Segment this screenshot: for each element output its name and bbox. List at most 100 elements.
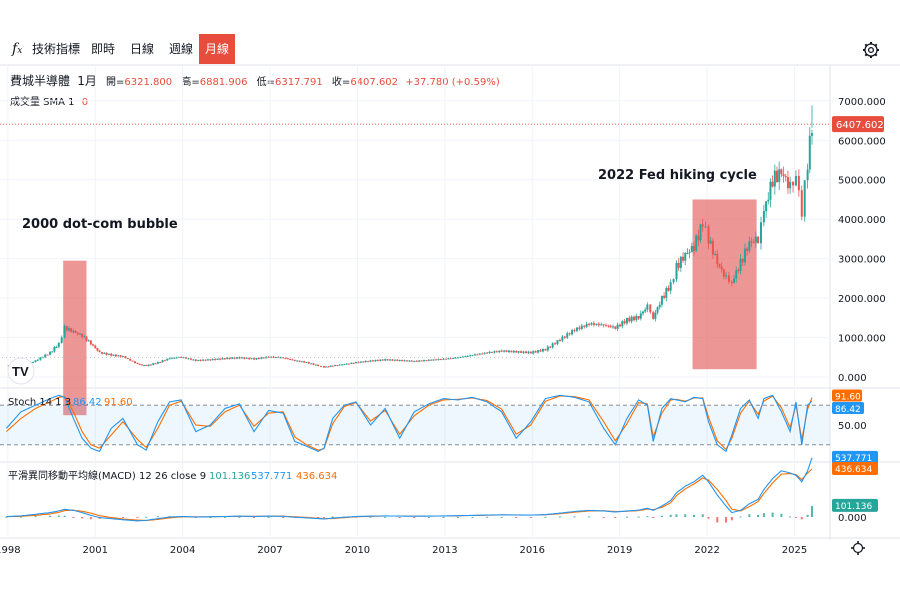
symbol-name: 費城半導體 [10,74,71,88]
candle-body [364,360,367,363]
candle-body [338,364,341,366]
hist-tag-label: 101.136 [835,502,872,512]
candle-body [588,323,591,325]
fx-icon[interactable]: fx [12,41,23,57]
volume-value: 0 [81,97,89,108]
candle-body [667,288,670,291]
high-value: 6881.906 [199,77,248,88]
candle-body [270,356,273,358]
candle-body [794,175,797,186]
candle-body [293,359,296,361]
candle-body [641,311,644,314]
macd-hist-bar [398,517,401,518]
macd-hist-bar [692,514,695,517]
candle-body [639,313,642,319]
macd-hist-bar [800,517,803,520]
candle-body [704,226,707,228]
x-tick-label: 2004 [170,545,195,556]
tab-realtime[interactable]: 即時 [91,42,116,56]
candle-body [279,357,282,359]
candle-body [149,364,152,366]
candle-body [735,270,738,279]
candle-body [493,351,496,353]
stoch-pane [0,394,830,453]
candle-body [355,362,357,364]
macd-hist-bar [725,517,728,523]
candle-body [173,357,176,359]
candle-body [780,169,783,175]
tab-monthly[interactable]: 月線 [199,34,236,64]
candle-body [803,180,806,217]
candle-body [329,365,332,367]
stoch-d-tag-label: 91.60 [835,393,861,403]
macd-hist-bar [89,517,92,520]
macd-hist-bar [34,515,37,517]
candle-body [614,326,617,329]
candle-body [442,358,445,360]
close-value: 6407.602 [350,77,399,88]
candle-body [209,359,212,361]
candle-body [546,346,549,351]
candle-body [49,351,52,355]
candle-body [85,336,88,341]
tab-daily[interactable]: 日線 [130,42,155,56]
indicators-button[interactable]: 技術指標 [32,42,81,56]
candle-body [422,360,425,362]
macd-hist-bar [209,517,212,518]
price-tick-label: 5000.000 [838,176,886,187]
candle-body [522,351,525,353]
macd-hist-bar [223,516,226,518]
candle-body [126,358,129,360]
stoch-k-tag [832,401,864,414]
candle-body [219,358,222,360]
candle-body [654,312,657,319]
macd-hist-bar [121,517,124,518]
candle-body [211,358,214,361]
tab-weekly[interactable]: 週線 [169,42,194,56]
macd-hist-bar [282,517,285,518]
macd-hist-bar [253,517,256,518]
candle-body [597,323,600,326]
price-tick-label: 4000.000 [838,215,886,226]
candle-body [558,340,561,342]
candle-body [228,357,231,359]
macd-hist-bar [675,514,678,517]
time-axis-settings-icon[interactable] [851,541,865,555]
candle-body [649,304,652,313]
candle-body [121,356,124,358]
candle-body [192,359,195,361]
candle-body [771,181,774,187]
stoch-label: Stoch 14 1 3 [8,397,71,408]
candle-body [778,169,781,182]
macd-hist-bar [5,516,8,518]
candle-body [628,317,631,322]
candle-body [147,364,150,367]
candle-body [679,256,682,268]
candle-body [748,241,751,251]
macd-hist-bar [317,517,320,518]
macd-hist-bar [145,516,148,518]
grid-lines [0,65,830,538]
candle-body [759,222,762,244]
candle-body [637,315,640,319]
candle-body [325,366,328,368]
candle-body [534,351,537,353]
stoch-d-value: 91.60 [104,397,133,408]
candle-body [808,135,811,170]
settings-gear-icon[interactable] [862,41,880,59]
macd-hist-bar [384,516,387,518]
candle-body [604,325,607,327]
candle-body [473,354,476,356]
candle-body [57,342,60,347]
tradingview-logo[interactable]: TV [7,357,35,385]
candle-body [39,357,42,360]
candle-body [381,359,384,361]
stoch-d-tag [832,389,862,402]
candle-body [89,340,92,345]
candle-body [114,354,117,357]
candle-body [140,364,143,366]
candle-body [684,253,687,261]
candle-body [350,362,353,364]
candle-body [773,170,776,187]
